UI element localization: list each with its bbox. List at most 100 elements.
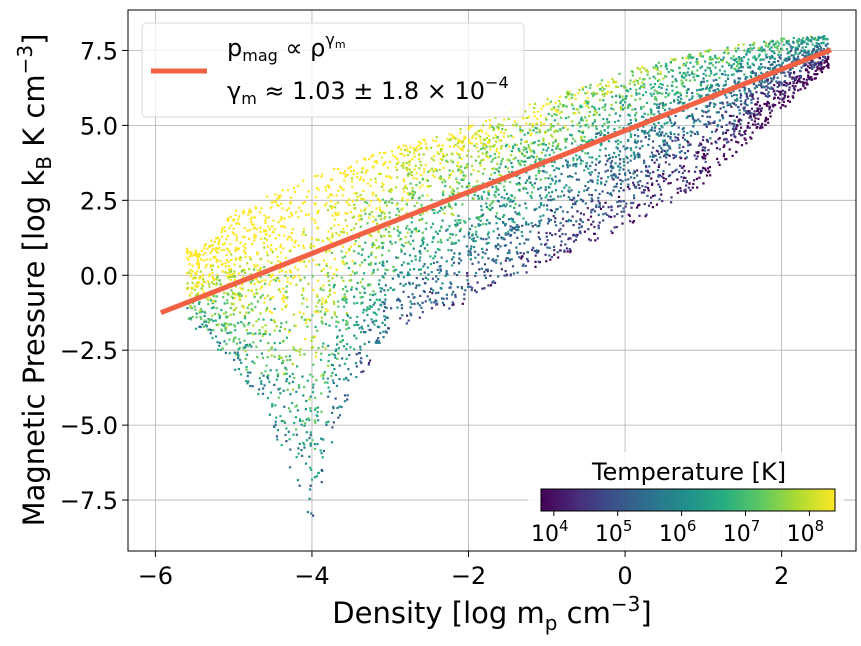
scatter-point	[620, 100, 623, 103]
scatter-point	[662, 106, 665, 109]
scatter-point	[671, 89, 674, 92]
scatter-point	[449, 281, 452, 284]
scatter-point	[681, 171, 684, 175]
scatter-point	[570, 189, 573, 192]
scatter-point	[698, 96, 702, 99]
scatter-point	[309, 431, 312, 434]
scatter-point	[254, 277, 257, 280]
scatter-point	[541, 169, 544, 173]
scatter-point	[537, 236, 540, 239]
scatter-point	[442, 297, 445, 300]
scatter-point	[378, 261, 381, 264]
scatter-point	[334, 206, 337, 209]
scatter-point	[687, 57, 690, 60]
scatter-point	[387, 249, 391, 252]
scatter-point	[472, 134, 475, 138]
scatter-point	[442, 190, 445, 193]
scatter-point	[559, 95, 562, 98]
scatter-point	[766, 95, 769, 99]
scatter-point	[483, 143, 486, 146]
scatter-point	[254, 207, 258, 210]
scatter-point	[657, 152, 661, 156]
scatter-point	[405, 322, 408, 325]
scatter-point	[610, 206, 613, 209]
scatter-point	[546, 246, 549, 249]
scatter-point	[450, 282, 453, 286]
scatter-point	[745, 94, 748, 97]
scatter-point	[439, 148, 442, 151]
scatter-point	[796, 80, 799, 83]
scatter-point	[406, 149, 409, 152]
scatter-point	[619, 178, 622, 182]
scatter-point	[320, 374, 323, 377]
scatter-point	[483, 263, 487, 266]
scatter-point	[489, 284, 493, 287]
scatter-point	[710, 130, 714, 134]
scatter-point	[382, 330, 385, 333]
scatter-point	[778, 50, 781, 54]
scatter-point	[432, 139, 435, 142]
scatter-point	[302, 441, 305, 444]
scatter-point	[231, 231, 234, 234]
scatter-point	[447, 176, 451, 179]
scatter-point	[463, 138, 466, 141]
scatter-point	[244, 295, 247, 298]
scatter-point	[621, 104, 624, 107]
scatter-point	[358, 178, 361, 181]
scatter-point	[222, 312, 226, 315]
scatter-point	[715, 83, 718, 87]
scatter-point	[670, 196, 673, 199]
scatter-point	[781, 104, 784, 107]
scatter-point	[581, 150, 584, 153]
scatter-point	[363, 342, 366, 346]
scatter-point	[634, 117, 637, 121]
scatter-point	[814, 51, 817, 54]
scatter-point	[562, 126, 565, 129]
scatter-point	[282, 372, 286, 375]
scatter-point	[675, 91, 678, 95]
scatter-point	[283, 234, 286, 237]
scatter-point	[763, 40, 766, 43]
scatter-point	[284, 305, 287, 308]
scatter-point	[417, 140, 421, 144]
scatter-point	[754, 117, 757, 120]
scatter-point	[370, 199, 373, 203]
scatter-point	[515, 228, 518, 232]
scatter-point	[272, 200, 275, 203]
scatter-point	[655, 103, 658, 106]
scatter-point	[421, 242, 425, 245]
scatter-point	[361, 261, 364, 264]
scatter-point	[749, 92, 753, 95]
scatter-point	[595, 127, 598, 130]
scatter-point	[477, 150, 480, 153]
scatter-point	[375, 298, 378, 301]
scatter-point	[666, 121, 669, 124]
scatter-point	[278, 329, 281, 333]
scatter-point	[650, 113, 653, 116]
scatter-point	[569, 198, 572, 201]
scatter-point	[326, 184, 330, 187]
scatter-point	[316, 293, 319, 296]
scatter-point	[196, 285, 200, 288]
scatter-point	[557, 195, 560, 198]
scatter-point	[532, 129, 535, 132]
scatter-point	[624, 86, 627, 89]
scatter-point	[370, 251, 373, 254]
scatter-point	[217, 313, 220, 316]
scatter-point	[697, 74, 700, 78]
scatter-point	[214, 250, 218, 253]
scatter-point	[753, 41, 756, 44]
scatter-point	[297, 452, 300, 455]
scatter-point	[234, 257, 237, 260]
scatter-point	[253, 362, 256, 365]
scatter-point	[544, 143, 547, 147]
scatter-point	[500, 160, 503, 163]
scatter-point	[775, 64, 778, 67]
scatter-point	[761, 126, 764, 129]
scatter-point	[409, 300, 412, 303]
scatter-point	[320, 316, 323, 319]
scatter-point	[702, 182, 705, 185]
scatter-point	[504, 259, 507, 262]
scatter-point	[572, 223, 575, 227]
scatter-point	[572, 157, 575, 160]
